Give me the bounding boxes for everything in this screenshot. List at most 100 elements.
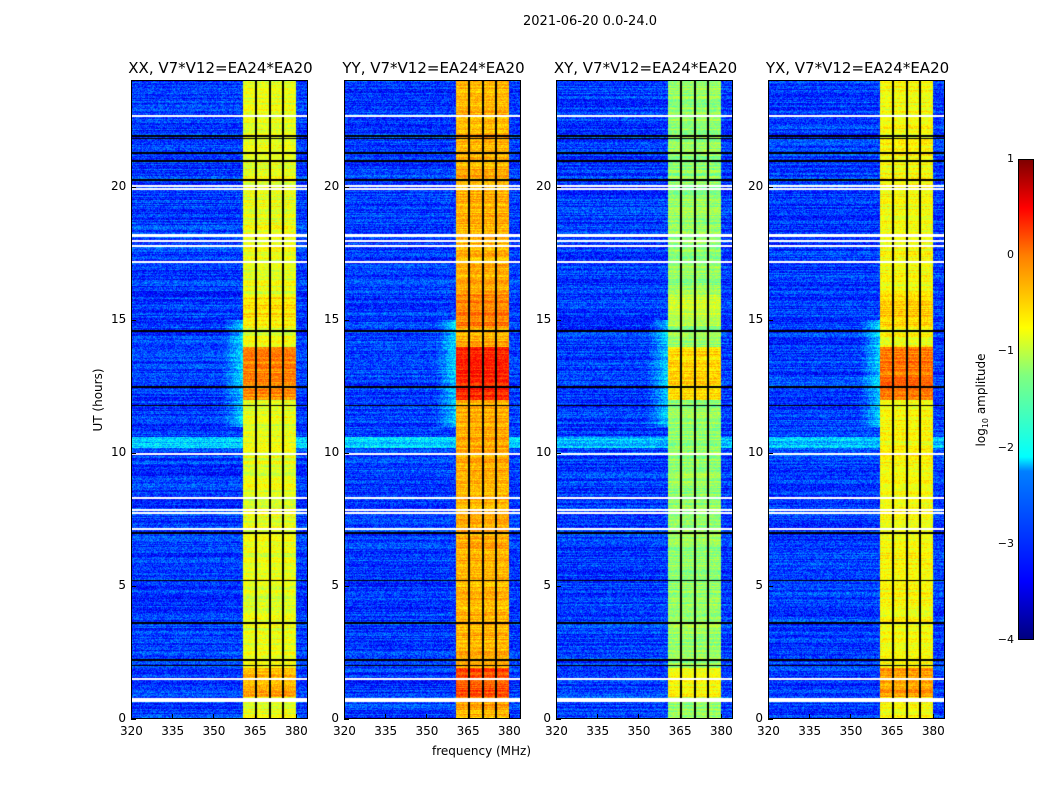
x-tick-label: 350 (627, 724, 651, 738)
y-tick-label: 10 (748, 444, 764, 459)
y-tick-label: 5 (755, 577, 763, 592)
y-tick-label: 20 (748, 178, 764, 193)
x-tick-label: 365 (880, 724, 904, 738)
x-tick-mark (679, 714, 681, 719)
heatmap-image (769, 81, 944, 718)
y-tick-mark (344, 585, 349, 587)
y-tick-mark (344, 186, 349, 188)
x-tick-label: 350 (839, 724, 863, 738)
x-tick-label: 365 (456, 724, 480, 738)
x-tick-label: 320 (545, 724, 568, 738)
x-tick-label: 380 (921, 724, 945, 738)
x-tick-label: 335 (586, 724, 610, 738)
x-tick-mark (295, 714, 297, 719)
y-tick-mark (556, 186, 561, 188)
y-tick-label: 20 (324, 178, 340, 193)
y-tick-mark (131, 719, 136, 720)
x-tick-mark (254, 714, 256, 719)
y-tick-mark (768, 452, 773, 454)
x-tick-mark (638, 714, 640, 719)
heatmap-panel: XX, V7*V12=EA24*EA20 (128, 59, 313, 719)
x-tick-label: 335 (374, 724, 398, 738)
y-tick-mark (556, 452, 561, 454)
x-tick-label: 350 (415, 724, 439, 738)
y-tick-mark (344, 452, 349, 454)
y-tick-label: 5 (331, 577, 339, 592)
x-tick-label: 335 (798, 724, 822, 738)
figure-title: 2021-06-20 0.0-24.0 (523, 14, 657, 29)
x-tick-mark (597, 714, 599, 719)
heatmap-panel: YX, V7*V12=EA24*EA20 (766, 59, 949, 719)
colorbar-label: log10 amplitude (973, 353, 991, 447)
x-tick-label: 320 (120, 724, 143, 738)
x-tick-mark (131, 714, 132, 719)
x-tick-label: 380 (497, 724, 521, 738)
y-tick-mark (131, 585, 136, 587)
x-tick-label: 350 (202, 724, 226, 738)
y-tick-label: 10 (536, 444, 552, 459)
y-tick-mark (344, 719, 349, 720)
x-tick-mark (768, 714, 769, 719)
x-tick-mark (508, 714, 510, 719)
y-tick-label: 10 (111, 444, 127, 459)
x-axis-label: frequency (MHz) (432, 744, 532, 758)
y-tick-mark (768, 585, 773, 587)
y-tick-label: 0 (543, 711, 551, 725)
x-tick-label: 380 (709, 724, 733, 738)
y-tick-label: 0 (118, 711, 126, 725)
y-tick-label: 15 (324, 311, 340, 326)
y-tick-mark (556, 585, 561, 587)
x-tick-label: 320 (757, 724, 780, 738)
y-tick-mark (131, 319, 136, 321)
colorbar-tick-label: 0 (1007, 248, 1014, 262)
y-tick-label: 15 (111, 311, 127, 326)
y-tick-label: 15 (748, 311, 764, 326)
y-tick-mark (344, 319, 349, 321)
x-tick-mark (172, 714, 174, 719)
panel-title: YY, V7*V12=EA24*EA20 (342, 59, 525, 77)
y-tick-mark (131, 186, 136, 188)
y-tick-label: 20 (536, 178, 552, 193)
x-tick-mark (556, 714, 557, 719)
y-tick-mark (556, 719, 561, 720)
y-tick-mark (131, 452, 136, 454)
x-tick-mark (809, 714, 811, 719)
colorbar-tick-label: −4 (997, 633, 1014, 646)
x-tick-label: 365 (668, 724, 692, 738)
y-tick-label: 0 (755, 711, 763, 725)
heatmap-image (345, 81, 520, 718)
x-tick-mark (213, 714, 215, 719)
y-tick-label: 5 (118, 577, 126, 592)
colorbar-tick-label: −2 (997, 440, 1014, 454)
x-tick-mark (932, 714, 934, 719)
x-tick-label: 320 (333, 724, 356, 738)
x-tick-label: 365 (243, 724, 267, 738)
y-tick-label: 20 (111, 178, 127, 193)
y-tick-label: 0 (331, 711, 339, 725)
colorbar-tick-label: −1 (997, 344, 1014, 358)
x-tick-mark (850, 714, 852, 719)
x-tick-mark (891, 714, 893, 719)
y-tick-mark (768, 319, 773, 321)
x-tick-mark (385, 714, 387, 719)
panel-title: YX, V7*V12=EA24*EA20 (765, 59, 950, 77)
y-tick-label: 5 (543, 577, 551, 592)
x-tick-mark (720, 714, 722, 719)
colorbar-tick-label: −3 (997, 536, 1014, 550)
colorbar (1018, 159, 1034, 640)
heatmap-panel: XY, V7*V12=EA24*EA20 (554, 59, 737, 719)
y-tick-mark (768, 719, 773, 720)
heatmap-image (557, 81, 732, 718)
x-tick-mark (426, 714, 428, 719)
x-tick-mark (344, 714, 345, 719)
heatmap-panel: YY, V7*V12=EA24*EA20 (342, 59, 525, 719)
y-tick-label: 10 (324, 444, 340, 459)
x-tick-label: 335 (161, 724, 185, 738)
y-axis-label: UT (hours) (91, 368, 105, 432)
y-tick-mark (768, 186, 773, 188)
y-tick-label: 15 (536, 311, 552, 326)
x-tick-label: 380 (284, 724, 308, 738)
panel-title: XY, V7*V12=EA24*EA20 (553, 59, 738, 77)
y-tick-mark (556, 319, 561, 321)
